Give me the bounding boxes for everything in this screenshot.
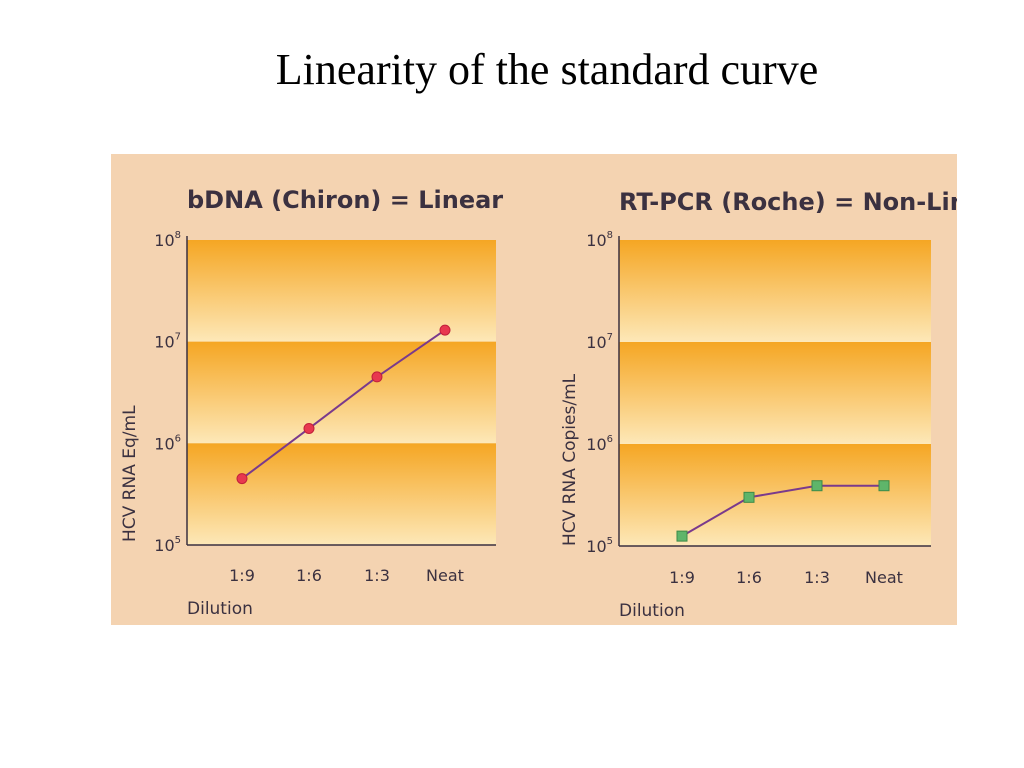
- chart-right-data-point: [811, 480, 823, 492]
- chart-right-data-point: [878, 480, 890, 492]
- chart-left-xtick-label: Neat: [426, 566, 464, 585]
- chart-left-xtick-label: 1:3: [364, 566, 390, 585]
- chart-left-data-point: [371, 371, 383, 383]
- chart-right-xtick-label: Neat: [865, 568, 903, 587]
- figure-panel: bDNA (Chiron) = Linear HCV RNA Eq/mL Dil…: [111, 154, 957, 625]
- chart-left-ytick-label: 106: [154, 433, 181, 453]
- chart-left-ytick-label: 105: [154, 535, 181, 555]
- chart-right-ytick-label: 105: [586, 536, 613, 556]
- chart-right-ytick-label: 108: [586, 230, 613, 250]
- chart-right-ytick-label: 106: [586, 434, 613, 454]
- chart-right-ytick-label: 107: [586, 332, 613, 352]
- chart-right: RT-PCR (Roche) = Non-Linear HCV RNA Copi…: [560, 188, 957, 621]
- chart-left-title: bDNA (Chiron) = Linear: [187, 186, 503, 214]
- chart-left-ylabel: HCV RNA Eq/mL: [120, 405, 140, 542]
- slide-title: Linearity of the standard curve: [275, 45, 819, 94]
- chart-left-band: [187, 240, 496, 342]
- chart-right-data-point: [743, 491, 755, 503]
- chart-left-series-line: [241, 329, 446, 480]
- chart-left-ytick-label: 108: [154, 230, 181, 250]
- chart-left-xtick-label: 1:6: [296, 566, 322, 585]
- charts-svg: bDNA (Chiron) = Linear HCV RNA Eq/mL Dil…: [120, 186, 957, 621]
- chart-left-band: [187, 443, 496, 545]
- chart-left-band: [187, 341, 496, 444]
- chart-right-band: [619, 240, 931, 342]
- chart-right-xtick-label: 1:3: [804, 568, 830, 587]
- chart-right-ylabel: HCV RNA Copies/mL: [560, 373, 580, 546]
- chart-left-xlabel: Dilution: [187, 599, 253, 619]
- chart-right-band: [619, 342, 931, 444]
- chart-right-series-line: [681, 484, 884, 537]
- chart-right-xtick-label: 1:9: [669, 568, 695, 587]
- chart-right-title: RT-PCR (Roche) = Non-Linear: [619, 188, 957, 216]
- chart-left-data-point: [303, 422, 315, 434]
- chart-left: bDNA (Chiron) = Linear HCV RNA Eq/mL Dil…: [120, 186, 503, 619]
- chart-left-xtick-label: 1:9: [229, 566, 255, 585]
- chart-left-data-point: [236, 473, 248, 485]
- chart-left-ytick-label: 107: [154, 332, 181, 352]
- chart-right-data-point: [676, 530, 688, 542]
- chart-right-xtick-label: 1:6: [736, 568, 762, 587]
- chart-left-data-point: [439, 324, 451, 336]
- chart-right-xlabel: Dilution: [619, 601, 685, 621]
- chart-right-band: [619, 444, 931, 546]
